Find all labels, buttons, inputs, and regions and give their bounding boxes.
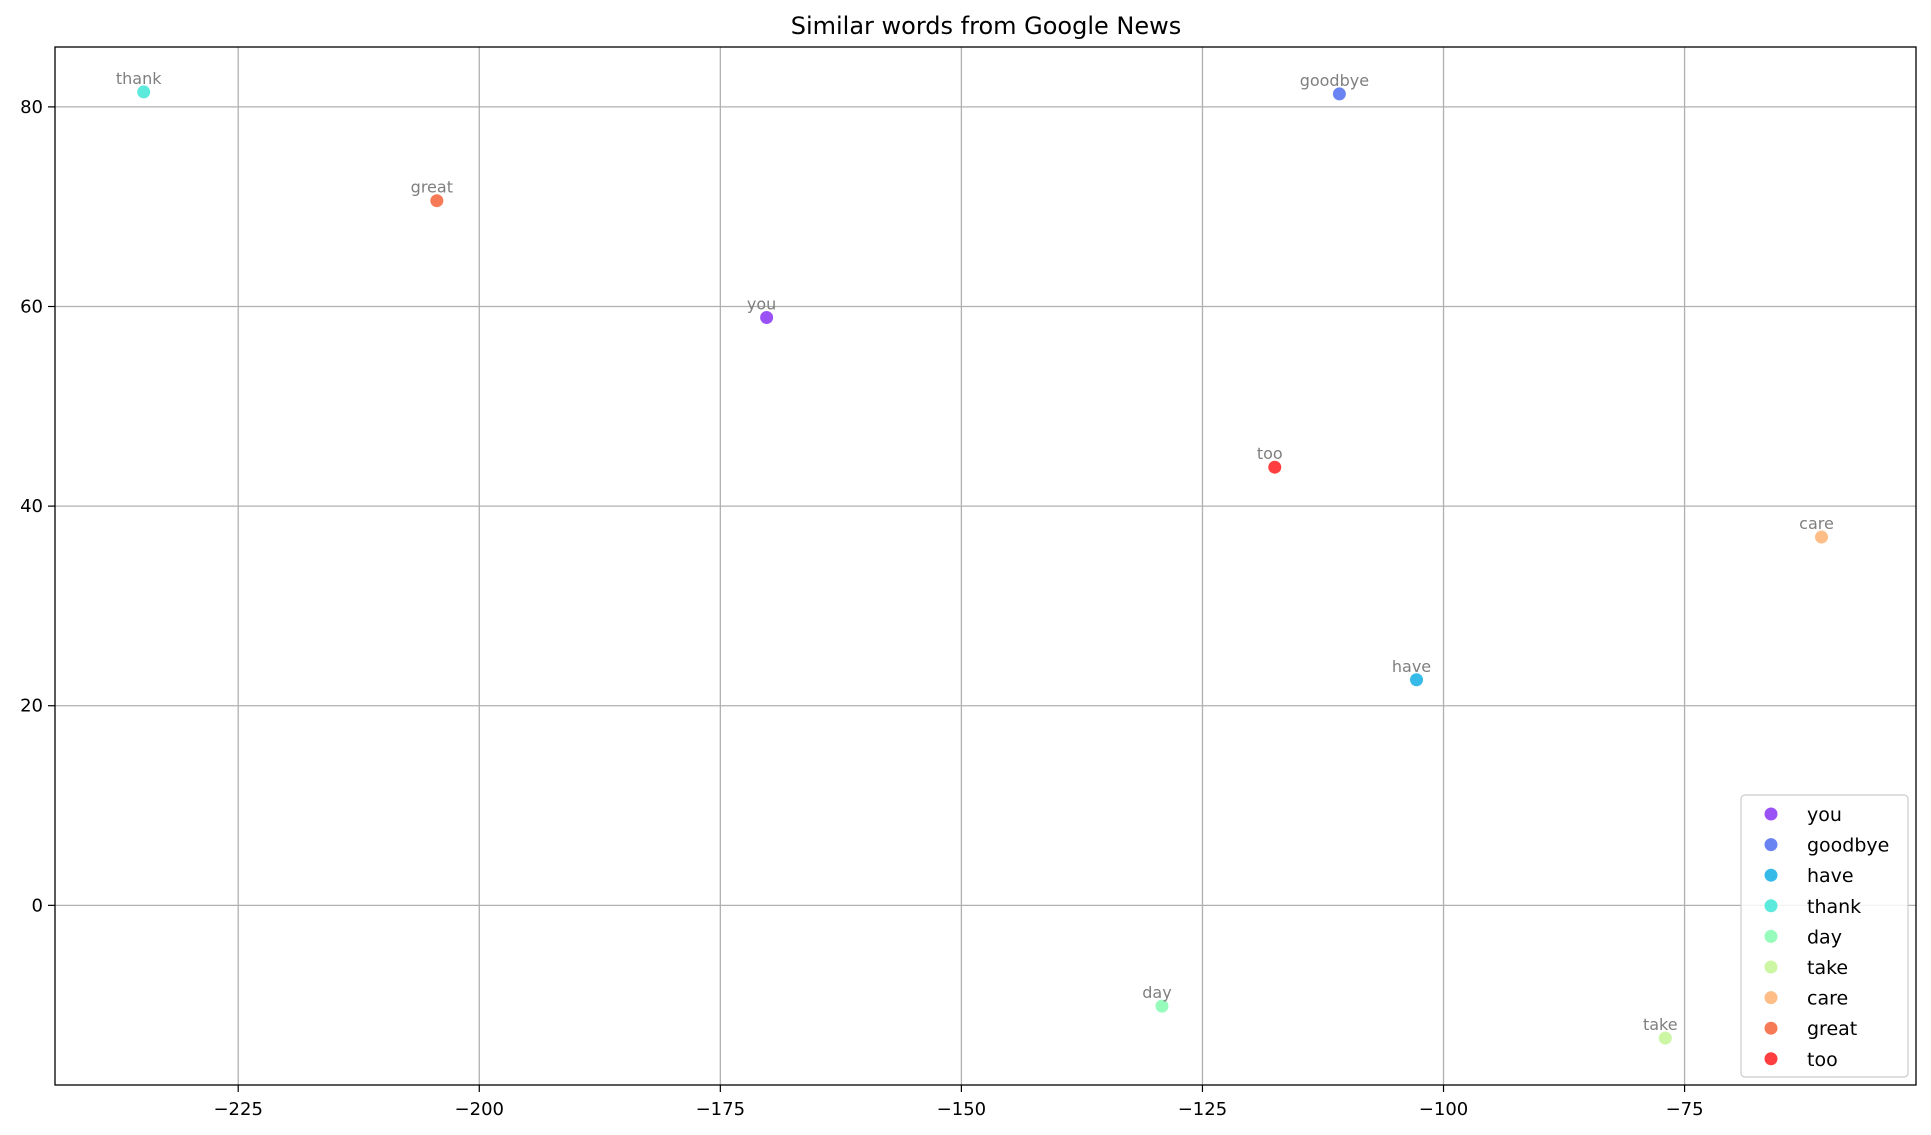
legend-box	[1740, 794, 1909, 1078]
legend-label-have: have	[1807, 865, 1854, 887]
y-tick-label: 0	[32, 895, 43, 916]
point-have	[1410, 673, 1424, 687]
grid	[55, 47, 1916, 1085]
legend: you goodbye have thank day take care great too	[1740, 794, 1909, 1078]
point-label-great: great	[411, 178, 453, 197]
point-label-too: too	[1257, 444, 1283, 463]
x-tick-label: −150	[937, 1099, 986, 1120]
point-thank	[137, 85, 151, 99]
x-tick-label: −175	[696, 1099, 745, 1120]
legend-marker-too	[1764, 1052, 1778, 1066]
legend-label-you: you	[1807, 804, 1842, 826]
x-tick-label: −225	[213, 1099, 262, 1120]
legend-marker-care	[1764, 991, 1778, 1005]
legend-label-care: care	[1807, 988, 1848, 1010]
legend-marker-day	[1764, 929, 1778, 943]
x-tick-label: −100	[1419, 1099, 1468, 1120]
y-tick-label: 80	[20, 97, 43, 118]
x-tick-label: −75	[1666, 1099, 1704, 1120]
point-too	[1268, 460, 1282, 474]
legend-marker-goodbye	[1764, 838, 1778, 852]
y-tick-label: 20	[20, 696, 43, 717]
point-take	[1658, 1031, 1672, 1045]
chart-title: Similar words from Google News	[791, 12, 1182, 40]
legend-label-thank: thank	[1807, 896, 1861, 918]
legend-marker-you	[1764, 807, 1778, 821]
y-tick-label: 60	[20, 297, 43, 318]
y-tick-label: 40	[20, 496, 43, 517]
plot-area-frame	[54, 46, 1917, 1086]
point-label-day: day	[1142, 983, 1171, 1002]
data-points: you goodbye have thank day take care great too	[116, 69, 1834, 1045]
point-label-thank: thank	[116, 69, 162, 88]
legend-label-day: day	[1807, 926, 1842, 948]
legend-marker-have	[1764, 868, 1778, 882]
x-tick-label: −125	[1178, 1099, 1227, 1120]
legend-label-goodbye: goodbye	[1807, 835, 1889, 857]
point-label-you: you	[747, 294, 776, 313]
point-goodbye	[1332, 87, 1346, 101]
legend-label-take: take	[1807, 957, 1848, 979]
legend-label-great: great	[1807, 1018, 1857, 1040]
legend-marker-thank	[1764, 899, 1778, 913]
legend-marker-take	[1764, 960, 1778, 974]
point-great	[430, 194, 444, 208]
point-label-care: care	[1799, 514, 1834, 533]
axis-ticks: −225 −200 −175 −150 −125 −100 −75 0 20 40 60 80	[20, 97, 1703, 1120]
point-day	[1155, 999, 1169, 1013]
point-label-goodbye: goodbye	[1300, 71, 1369, 90]
point-label-have: have	[1392, 657, 1431, 676]
legend-label-too: too	[1807, 1049, 1838, 1071]
x-tick-label: −200	[455, 1099, 504, 1120]
point-you	[760, 310, 774, 324]
point-care	[1815, 530, 1829, 544]
point-label-take: take	[1643, 1015, 1678, 1034]
legend-marker-great	[1764, 1021, 1778, 1035]
